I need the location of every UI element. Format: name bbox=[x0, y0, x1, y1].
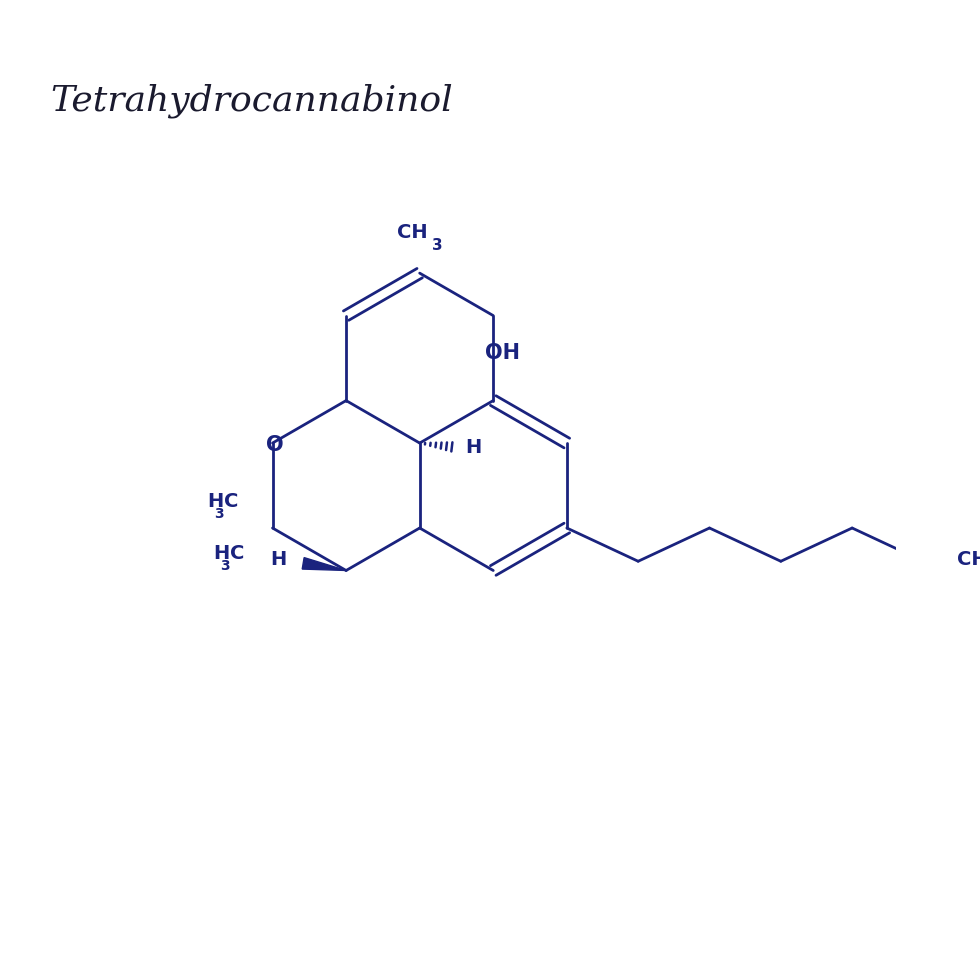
Text: H: H bbox=[207, 492, 223, 511]
Text: 3: 3 bbox=[214, 507, 223, 520]
Text: CH: CH bbox=[957, 550, 980, 569]
Text: OH: OH bbox=[485, 343, 519, 363]
Text: H: H bbox=[214, 544, 229, 563]
Text: C: C bbox=[224, 492, 238, 511]
Text: O: O bbox=[266, 435, 283, 455]
Text: C: C bbox=[230, 544, 245, 563]
Text: 3: 3 bbox=[432, 238, 443, 253]
Polygon shape bbox=[302, 558, 346, 570]
Text: CH: CH bbox=[397, 223, 428, 242]
Text: Tetrahydrocannabinol: Tetrahydrocannabinol bbox=[51, 83, 453, 119]
Text: 3: 3 bbox=[220, 559, 229, 572]
Text: H: H bbox=[466, 438, 481, 457]
Text: H: H bbox=[270, 550, 286, 569]
